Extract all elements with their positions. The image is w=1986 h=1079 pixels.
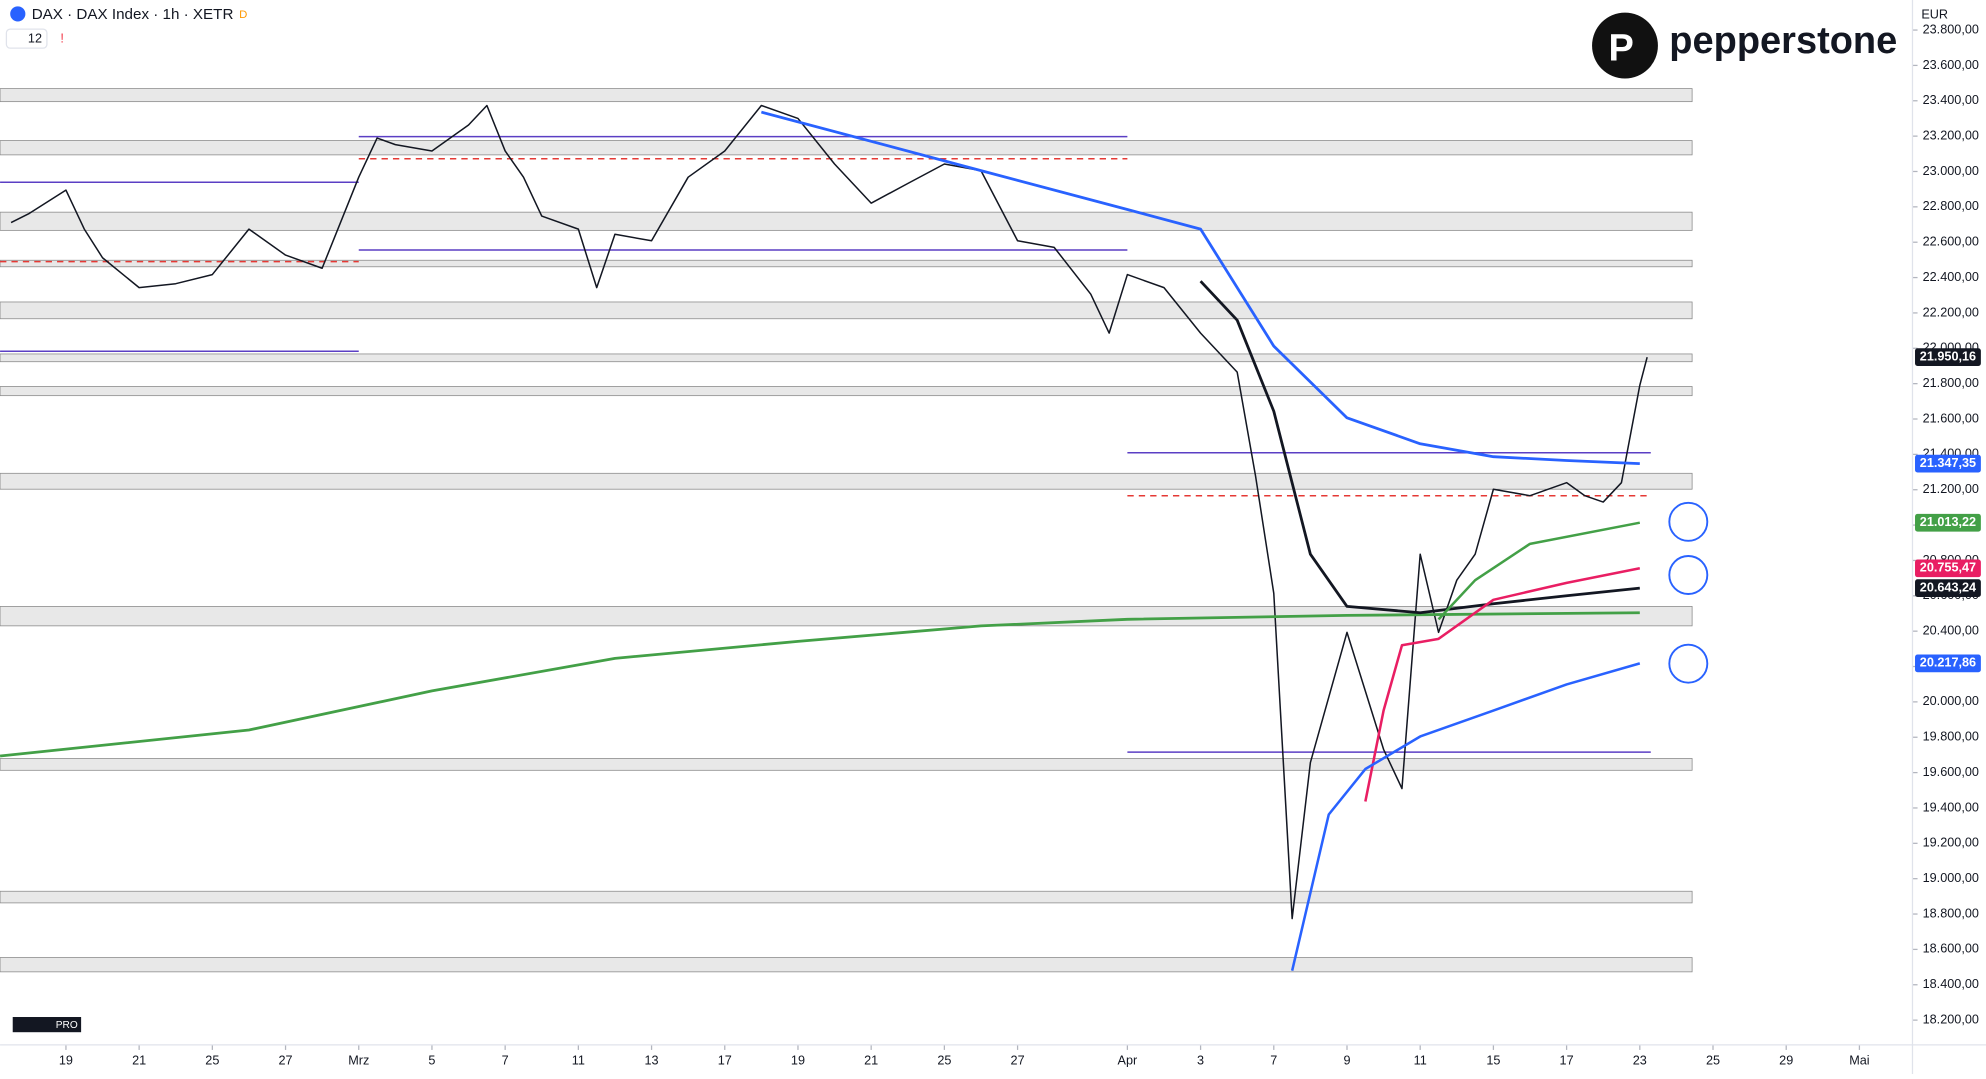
indicator-count[interactable]: 12 <box>28 32 42 46</box>
y-tick-label: 21.200,00 <box>1923 482 1979 496</box>
price-zone <box>0 758 1693 771</box>
y-tick-label: 18.800,00 <box>1923 906 1979 920</box>
brand-logo-p: P <box>1609 28 1634 70</box>
x-tick-label: 3 <box>1197 1054 1204 1068</box>
brand-name: pepperstone <box>1669 20 1897 62</box>
series-line <box>0 611 1640 758</box>
x-tick-label: 17 <box>1560 1054 1574 1068</box>
y-tick-label: 18.600,00 <box>1923 942 1979 956</box>
y-tick-label: 22.400,00 <box>1923 270 1979 284</box>
last-value-box <box>1915 579 1981 598</box>
x-tick-label: 5 <box>428 1054 435 1068</box>
warning: ! <box>60 32 64 46</box>
price-zone <box>0 606 1693 627</box>
y-tick-label: 19.400,00 <box>1923 800 1979 814</box>
y-tick-label: 23.000,00 <box>1923 164 1979 178</box>
y-tick-label: 23.600,00 <box>1923 58 1979 72</box>
annotation-circle <box>1668 643 1709 684</box>
x-tick-label: 19 <box>59 1054 73 1068</box>
y-tick-label: 19.200,00 <box>1923 836 1979 850</box>
price-zone <box>0 301 1693 320</box>
last-value-label: 20.217,86 <box>1920 656 1976 670</box>
y-tick-label: 18.400,00 <box>1923 977 1979 991</box>
price-zone <box>0 472 1693 490</box>
brand-logo <box>1592 12 1658 79</box>
x-tick-label: Mrz <box>348 1054 369 1068</box>
price-zone <box>0 386 1693 397</box>
symbol-icon <box>10 6 26 22</box>
x-tick-label: 11 <box>572 1054 585 1068</box>
price-zone <box>0 890 1693 904</box>
x-tick-label: 21 <box>864 1054 878 1068</box>
x-tick-label: 25 <box>205 1054 219 1068</box>
x-tick-label: 27 <box>1011 1054 1025 1068</box>
x-tick-label: 15 <box>1486 1054 1500 1068</box>
last-value-box <box>1915 454 1981 473</box>
x-tick-label: 19 <box>791 1054 805 1068</box>
series-line <box>1290 662 1641 971</box>
y-tick-label: 23.200,00 <box>1923 128 1979 142</box>
y-tick-label: 23.400,00 <box>1923 93 1979 107</box>
last-value-box <box>1915 654 1981 673</box>
y-tick-label: 23.800,00 <box>1923 22 1979 36</box>
y-tick-label: 21.600,00 <box>1923 411 1979 425</box>
series-line <box>10 104 1648 920</box>
x-tick-label: 21 <box>132 1054 146 1068</box>
last-value-box <box>1915 559 1981 578</box>
annotation-circle <box>1668 501 1709 542</box>
price-zone <box>0 957 1693 973</box>
last-value-label: 21.950,16 <box>1920 349 1976 363</box>
tv-pro: PRO <box>56 1020 78 1031</box>
x-tick-label: 9 <box>1343 1054 1350 1068</box>
price-zone <box>0 140 1693 156</box>
price-zone <box>0 259 1693 268</box>
series-line <box>1364 567 1641 802</box>
series-line <box>1437 521 1641 621</box>
x-tick-label: 7 <box>1270 1054 1277 1068</box>
x-tick-label: Mai <box>1849 1054 1869 1068</box>
x-tick-label: 27 <box>279 1054 293 1068</box>
last-value-box <box>1915 348 1981 366</box>
last-value-box <box>1915 513 1981 532</box>
annotation-circle <box>1668 555 1709 595</box>
y-tick-label: 18.200,00 <box>1923 1012 1979 1026</box>
y-tick-label: 22.600,00 <box>1923 235 1979 249</box>
price-zone <box>0 353 1693 363</box>
symbol-title: DAX · DAX Index · 1h · XETR <box>32 6 234 23</box>
x-tick-label: 13 <box>645 1054 659 1068</box>
y-tick-label: 20.400,00 <box>1923 624 1979 638</box>
x-tick-label: 23 <box>1633 1054 1647 1068</box>
tv-logo <box>12 1017 82 1033</box>
indicator-toggle[interactable] <box>5 28 48 49</box>
price-zone <box>0 88 1693 103</box>
x-tick-label: 29 <box>1779 1054 1793 1068</box>
y-tick-label: 22.200,00 <box>1923 305 1979 319</box>
y-tick-label: 19.600,00 <box>1923 765 1979 779</box>
y-tick-label: 21.800,00 <box>1923 376 1979 390</box>
last-value-label: 20.643,24 <box>1920 581 1976 595</box>
last-value-label: 21.347,35 <box>1920 456 1976 470</box>
x-tick-label: 17 <box>718 1054 732 1068</box>
x-tick-label: 11 <box>1414 1054 1427 1068</box>
series-line <box>760 110 1640 466</box>
price-zone <box>0 211 1693 231</box>
last-value-label: 20.755,47 <box>1920 561 1976 575</box>
x-tick-label: 25 <box>937 1054 951 1068</box>
x-tick-label: Apr <box>1118 1054 1138 1068</box>
currency[interactable]: EUR <box>1921 8 1948 22</box>
x-tick-label: 25 <box>1706 1054 1720 1068</box>
y-tick-label: 20.000,00 <box>1923 694 1979 708</box>
badge: D <box>239 9 247 21</box>
x-tick-label: 7 <box>502 1054 509 1068</box>
y-tick-label: 19.800,00 <box>1923 730 1979 744</box>
y-tick-label: 22.800,00 <box>1923 199 1979 213</box>
series-line <box>1199 280 1640 615</box>
y-tick-label: 19.000,00 <box>1923 871 1979 885</box>
last-value-label: 21.013,22 <box>1920 515 1976 529</box>
